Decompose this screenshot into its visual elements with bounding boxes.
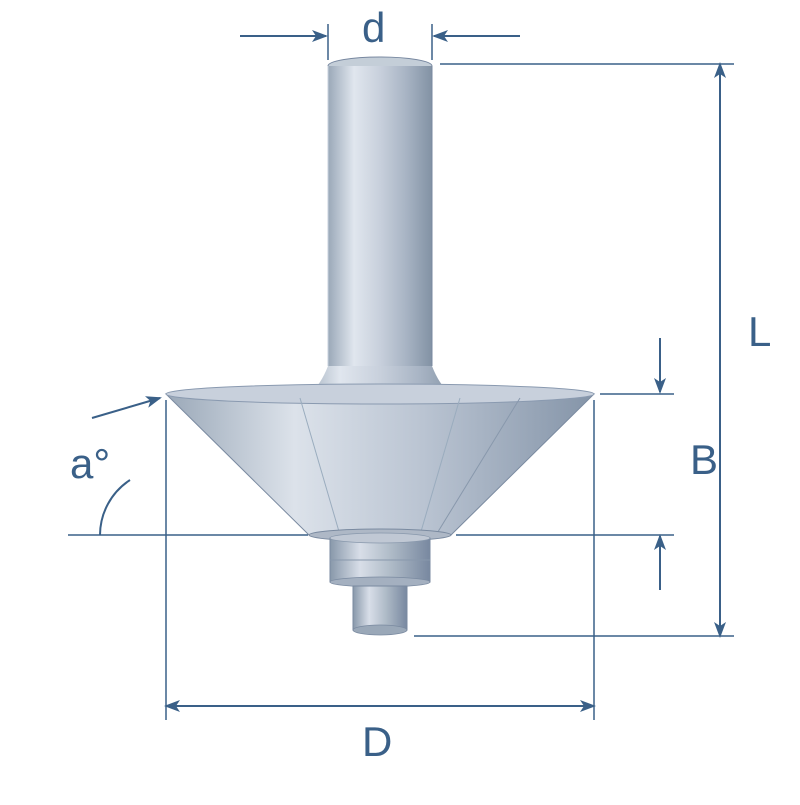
cutter-cone xyxy=(166,384,594,541)
label-angle: a° xyxy=(70,440,110,488)
router-bit-diagram xyxy=(0,0,800,800)
label-d: d xyxy=(362,4,385,52)
shank xyxy=(300,57,460,400)
label-L: L xyxy=(748,308,771,356)
dimension-L xyxy=(414,64,734,636)
label-D: D xyxy=(362,718,392,766)
bearing xyxy=(330,533,430,587)
label-B: B xyxy=(690,436,718,484)
diagram-container: d L B D a° xyxy=(0,0,800,800)
nut xyxy=(353,586,407,635)
